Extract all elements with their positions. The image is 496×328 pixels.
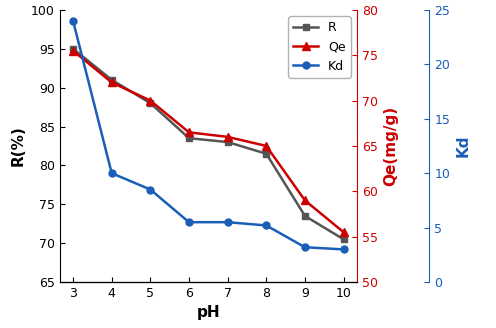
- X-axis label: pH: pH: [196, 305, 220, 320]
- Legend: R, Qe, Kd: R, Qe, Kd: [288, 16, 351, 78]
- Y-axis label: R(%): R(%): [10, 126, 25, 166]
- Y-axis label: Kd: Kd: [456, 135, 471, 157]
- Y-axis label: Qe(mg/g): Qe(mg/g): [383, 106, 399, 186]
